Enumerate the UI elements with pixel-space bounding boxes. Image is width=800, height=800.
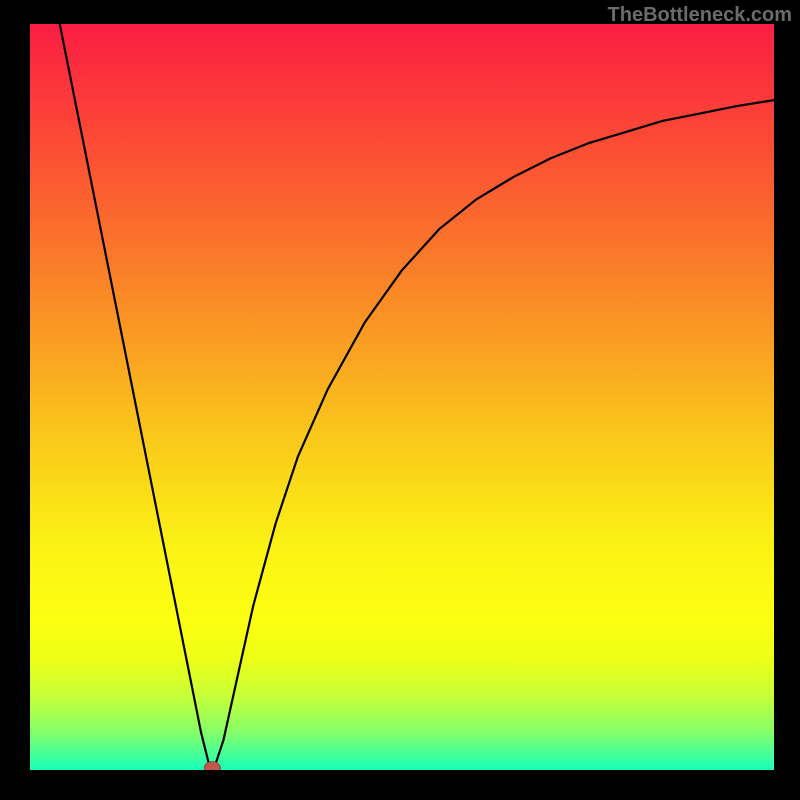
plot-area xyxy=(30,24,774,770)
minimum-marker xyxy=(204,762,220,770)
chart-container: { "watermark": { "text": "TheBottleneck.… xyxy=(0,0,800,800)
watermark-text: TheBottleneck.com xyxy=(608,4,792,27)
bottleneck-curve xyxy=(60,24,774,768)
curve-layer xyxy=(30,24,774,770)
